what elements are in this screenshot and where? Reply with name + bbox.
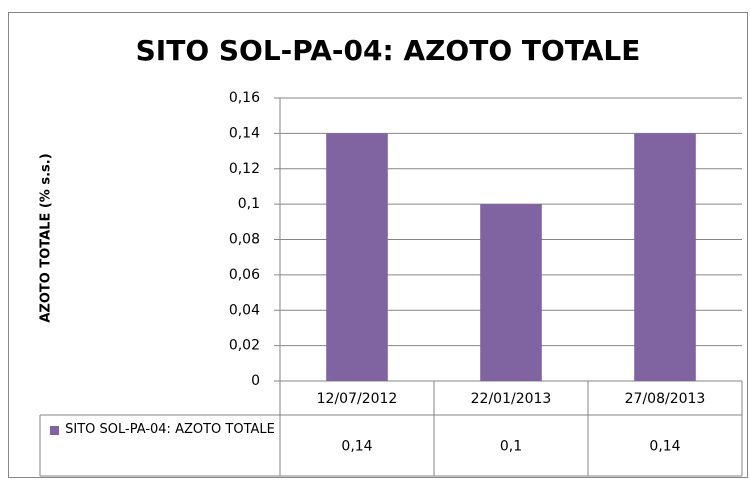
y-axis-label: AZOTO TOTALE (% s.s.) bbox=[39, 153, 54, 322]
bar bbox=[480, 204, 542, 381]
legend-label: SITO SOL-PA-04: AZOTO TOTALE bbox=[65, 422, 275, 437]
y-tick-label: 0,16 bbox=[229, 90, 260, 106]
chart-title: SITO SOL-PA-04: AZOTO TOTALE bbox=[136, 34, 641, 67]
y-tick-label: 0 bbox=[251, 373, 260, 389]
y-tick-label: 0,06 bbox=[229, 267, 260, 283]
x-tick-label: 27/08/2013 bbox=[625, 391, 706, 407]
y-tick-label: 0,12 bbox=[229, 161, 260, 177]
bar bbox=[634, 133, 696, 381]
legend-entry: SITO SOL-PA-04: AZOTO TOTALE bbox=[65, 422, 275, 437]
table-value: 0,1 bbox=[500, 439, 522, 455]
y-tick-label: 0,08 bbox=[229, 232, 260, 248]
x-tick-label: 12/07/2012 bbox=[317, 391, 398, 407]
table-value: 0,14 bbox=[649, 439, 680, 455]
table-value: 0,14 bbox=[341, 439, 372, 455]
legend-key bbox=[50, 426, 59, 435]
x-tick-label: 22/01/2013 bbox=[471, 391, 552, 407]
y-tick-label: 0,02 bbox=[229, 338, 260, 354]
y-tick-label: 0,04 bbox=[229, 302, 260, 318]
bar bbox=[326, 133, 388, 381]
y-tick-label: 0,14 bbox=[229, 125, 260, 141]
y-tick-label: 0,1 bbox=[238, 196, 260, 212]
